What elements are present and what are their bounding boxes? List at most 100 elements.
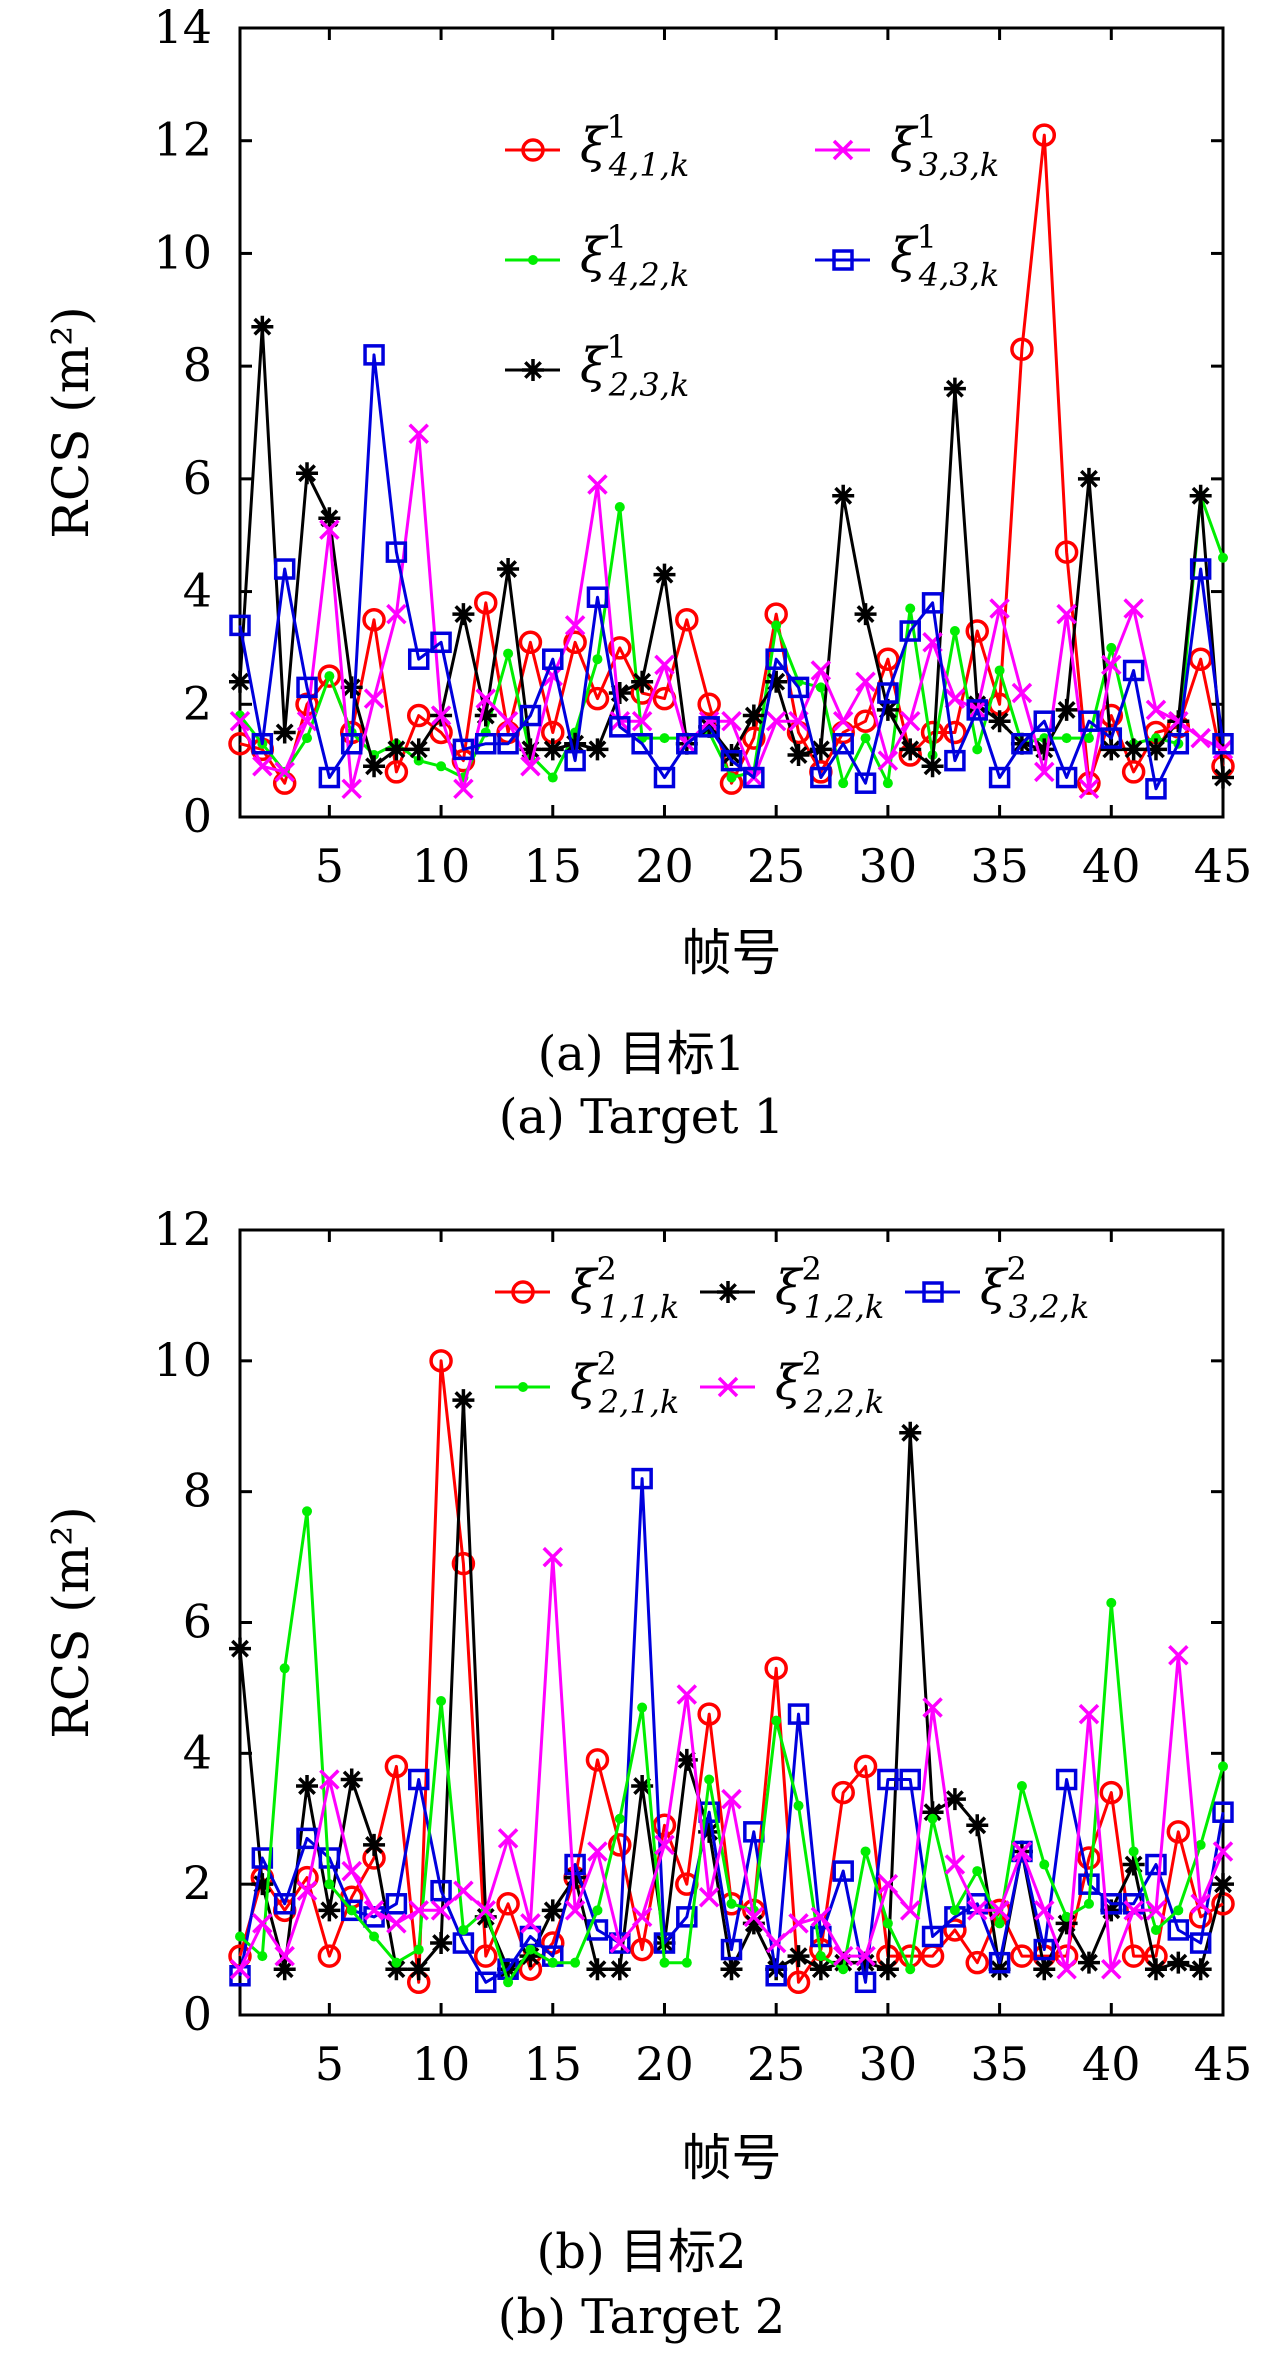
data-point: [1145, 778, 1167, 800]
data-point: [676, 1684, 698, 1705]
data-point: [989, 598, 1010, 619]
data-point: [943, 1918, 967, 1942]
data-point: [273, 558, 296, 580]
data-point: [853, 1754, 878, 1779]
data-point: [810, 1906, 832, 1928]
data-point: [831, 1780, 855, 1805]
data-point: [609, 1932, 631, 1954]
x-tick-label: 35: [970, 2037, 1029, 2091]
x-tick-label: 5: [315, 839, 344, 893]
data-point: [608, 1958, 631, 1981]
data-point: [503, 1977, 514, 1988]
legend-item: ξ1 4,3,k: [815, 218, 999, 294]
data-point: [407, 1958, 430, 1981]
data-point: [1061, 733, 1072, 744]
data-point: [988, 1951, 1011, 1974]
data-point: [413, 755, 424, 766]
x-tick-label: 25: [747, 839, 806, 893]
x-tick-label: 35: [970, 839, 1029, 893]
x-tick-label: 20: [635, 2037, 694, 2091]
data-point: [809, 1958, 832, 1981]
caption-en: (b) Target 2: [498, 2289, 786, 2345]
data-point: [235, 1931, 245, 1942]
data-point: [788, 1913, 809, 1934]
x-tick-label: 45: [1194, 2037, 1253, 2091]
data-point: [1218, 552, 1228, 563]
data-point: [654, 654, 675, 676]
data-point: [675, 1748, 698, 1771]
data-point: [771, 620, 782, 631]
y-tick-label: 12: [153, 113, 212, 167]
data-point: [815, 1951, 826, 1962]
data-point: [1011, 682, 1033, 704]
data-point: [1077, 467, 1100, 490]
data-point: [943, 1788, 966, 1811]
y-tick-label: 0: [183, 789, 212, 843]
data-point: [452, 603, 475, 626]
data-point: [988, 1958, 1011, 1981]
data-point: [453, 778, 474, 800]
data-point: [474, 1905, 497, 1928]
legend-item: ξ1 4,2,k: [505, 218, 689, 294]
y-tick-label: 8: [183, 1464, 212, 1518]
data-point: [832, 1945, 854, 1967]
data-point: [302, 733, 313, 744]
data-point: [391, 1957, 402, 1968]
data-point: [659, 1957, 670, 1968]
data-point: [1212, 1801, 1234, 1823]
data-point: [786, 1970, 811, 1995]
data-point: [609, 716, 631, 738]
data-point: [413, 1944, 424, 1955]
data-point: [274, 1945, 295, 1967]
data-point: [407, 1768, 430, 1791]
legend-label: ξ2 1,1,k: [570, 1250, 679, 1326]
data-point: [631, 1467, 653, 1490]
x-tick-label: 45: [1194, 839, 1253, 893]
data-point: [614, 1813, 625, 1824]
data-point: [408, 423, 429, 445]
data-point: [965, 1950, 989, 1975]
data-point: [1077, 1846, 1101, 1870]
data-point: [1055, 1768, 1078, 1791]
data-point: [340, 1899, 363, 1922]
data-point: [385, 1893, 408, 1915]
y-tick-label: 4: [183, 564, 212, 618]
data-point: [787, 1703, 810, 1725]
data-point: [341, 778, 362, 800]
data-point: [503, 648, 514, 659]
x-tick-label: 20: [635, 839, 694, 893]
data-point: [921, 592, 944, 614]
data-point: [430, 1932, 453, 1955]
data-point: [1166, 1820, 1191, 1844]
data-point: [229, 670, 251, 693]
data-point: [810, 1925, 832, 1948]
data-point: [943, 377, 966, 400]
data-point: [899, 710, 921, 732]
data-point: [475, 732, 497, 755]
data-point: [921, 755, 944, 778]
data-point: [905, 1964, 916, 1975]
data-point: [1033, 710, 1056, 732]
data-point: [563, 630, 587, 655]
data-point: [944, 749, 966, 772]
data-point: [631, 1775, 654, 1798]
data-point: [720, 744, 743, 767]
data-point: [1100, 738, 1123, 761]
data-point: [547, 1957, 558, 1968]
data-point: [1189, 484, 1212, 507]
data-point: [587, 1841, 608, 1862]
data-point: [592, 1905, 603, 1916]
data-point: [899, 1768, 921, 1791]
legend-label: ξ2 2,1,k: [570, 1345, 679, 1421]
data-point: [899, 738, 922, 761]
data-point: [475, 688, 496, 709]
data-point: [854, 603, 877, 626]
x-tick-label: 25: [747, 2037, 806, 2091]
legend: ξ1 4,1,k ξ1 3,3,k ξ1 4,2,k ξ1 4,3,k ξ1 2,3,k: [505, 108, 999, 404]
legend-marker-dot-icon: [528, 255, 538, 265]
data-point: [1033, 1958, 1056, 1981]
y-tick-label: 6: [183, 451, 212, 505]
data-point: [899, 1900, 921, 1921]
data-point: [832, 1860, 854, 1882]
data-point: [592, 654, 603, 665]
